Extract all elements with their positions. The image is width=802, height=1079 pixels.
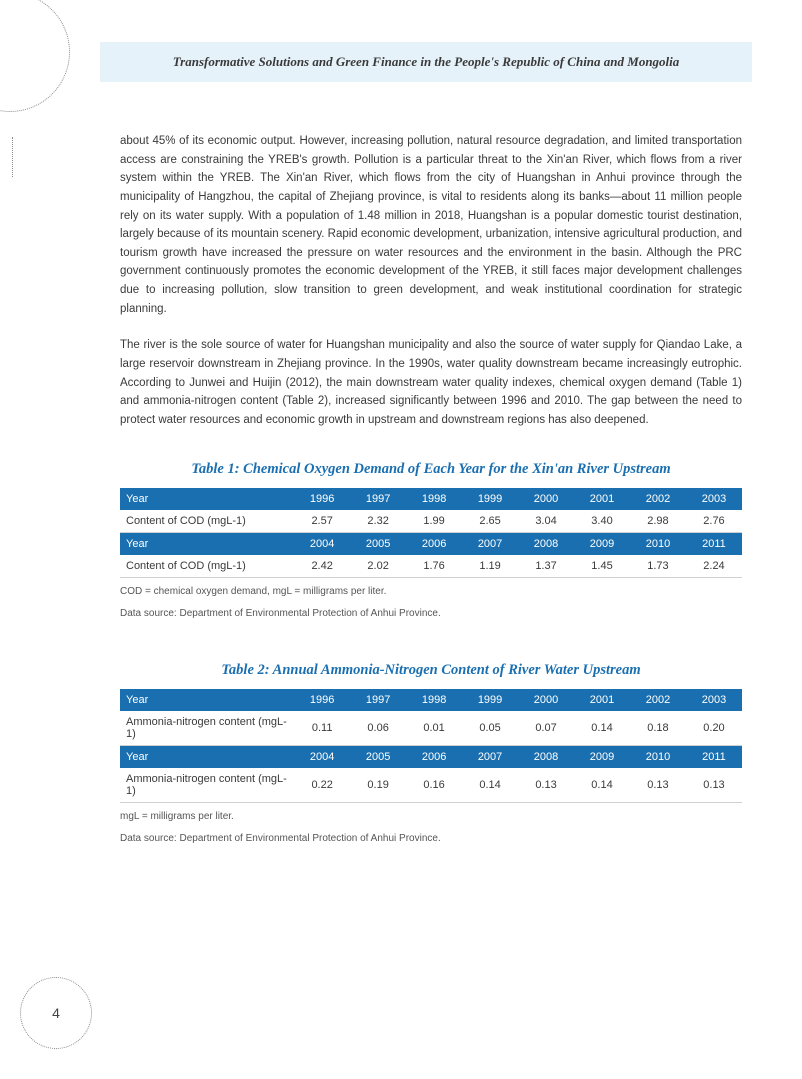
table-1-note-2: Data source: Department of Environmental… [120, 606, 742, 622]
table-row: Year 1996 1997 1998 1999 2000 2001 2002 … [120, 488, 742, 510]
table-row: Ammonia-nitrogen content (mgL-1) 0.11 0.… [120, 711, 742, 746]
year-label: Year [120, 689, 294, 711]
table-2: Year 1996 1997 1998 1999 2000 2001 2002 … [120, 689, 742, 803]
table-2-section: Table 2: Annual Ammonia-Nitrogen Content… [120, 662, 742, 847]
table-row: Content of COD (mgL-1) 2.42 2.02 1.76 1.… [120, 555, 742, 578]
table-row: Year 2004 2005 2006 2007 2008 2009 2010 … [120, 746, 742, 769]
header-title: Transformative Solutions and Green Finan… [173, 54, 680, 69]
row-label: Content of COD (mgL-1) [120, 555, 294, 578]
table-row: Ammonia-nitrogen content (mgL-1) 0.22 0.… [120, 768, 742, 803]
row-label: Ammonia-nitrogen content (mgL-1) [120, 768, 294, 803]
page-number: 4 [20, 977, 92, 1049]
paragraph-1: about 45% of its economic output. Howeve… [120, 132, 742, 318]
table-2-title: Table 2: Annual Ammonia-Nitrogen Content… [120, 662, 742, 679]
table-1: Year 1996 1997 1998 1999 2000 2001 2002 … [120, 488, 742, 578]
year-label: Year [120, 488, 294, 510]
year-label: Year [120, 533, 294, 556]
year-label: Year [120, 746, 294, 769]
paragraph-2: The river is the sole source of water fo… [120, 336, 742, 429]
body-text: about 45% of its economic output. Howeve… [0, 82, 802, 429]
row-label: Content of COD (mgL-1) [120, 510, 294, 533]
side-dots-decoration [12, 137, 18, 177]
row-label: Ammonia-nitrogen content (mgL-1) [120, 711, 294, 746]
table-row: Year 1996 1997 1998 1999 2000 2001 2002 … [120, 689, 742, 711]
table-1-section: Table 1: Chemical Oxygen Demand of Each … [120, 461, 742, 622]
table-row: Content of COD (mgL-1) 2.57 2.32 1.99 2.… [120, 510, 742, 533]
page-header: Transformative Solutions and Green Finan… [100, 42, 752, 82]
table-2-note-2: Data source: Department of Environmental… [120, 831, 742, 847]
table-1-title: Table 1: Chemical Oxygen Demand of Each … [120, 461, 742, 478]
table-1-note-1: COD = chemical oxygen demand, mgL = mill… [120, 584, 742, 600]
table-row: Year 2004 2005 2006 2007 2008 2009 2010 … [120, 533, 742, 556]
table-2-note-1: mgL = milligrams per liter. [120, 809, 742, 825]
